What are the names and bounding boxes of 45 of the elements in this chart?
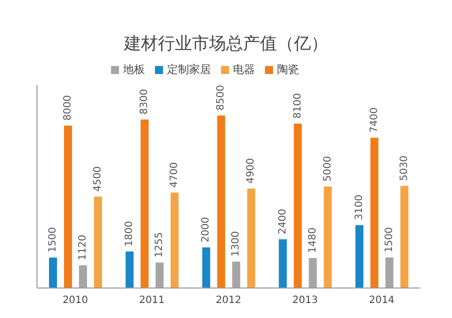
- legend-label: 地板: [123, 63, 145, 76]
- bar: [170, 192, 179, 288]
- bar: [324, 186, 332, 288]
- bar: [126, 251, 134, 288]
- data-label: 8000: [62, 95, 74, 121]
- bar: [140, 120, 149, 288]
- data-label: 1255: [154, 232, 166, 258]
- data-label: 7400: [368, 107, 380, 133]
- chart-title: 建材行业市场总产值（亿）: [122, 33, 329, 55]
- legend-label: 定制家居: [167, 63, 211, 76]
- data-label: 4500: [92, 166, 104, 192]
- bar: [64, 126, 72, 288]
- data-label: 1500: [48, 227, 58, 253]
- x-tick-label: 2011: [139, 295, 165, 306]
- bar: [202, 247, 210, 288]
- data-label: 2400: [277, 208, 288, 234]
- bar: [247, 188, 256, 288]
- legend-label: 陶瓷: [277, 63, 299, 76]
- bar: [294, 124, 302, 288]
- bar: [370, 138, 378, 288]
- x-tick-label: 2012: [216, 295, 242, 306]
- bar: [278, 239, 287, 288]
- data-label: 1300: [230, 231, 242, 257]
- bar: [217, 115, 226, 288]
- data-label: 5000: [322, 156, 334, 182]
- data-label: 5030: [398, 155, 410, 181]
- data-label: 1120: [78, 234, 88, 260]
- bar: [400, 186, 408, 288]
- bar: [355, 225, 364, 288]
- bar: [94, 196, 102, 288]
- data-label: 2000: [200, 216, 212, 242]
- data-label: 8500: [216, 84, 227, 110]
- data-label: 1500: [384, 227, 395, 253]
- data-label: 3100: [354, 194, 365, 220]
- data-label: 1480: [307, 228, 318, 253]
- data-label: 1800: [124, 221, 136, 246]
- x-tick-label: 2010: [62, 295, 88, 306]
- x-tick-label: 2014: [368, 295, 394, 306]
- legend-label: 电器: [233, 63, 255, 76]
- data-label: 8100: [292, 93, 304, 119]
- x-tick-label: 2013: [292, 295, 318, 306]
- bar: [49, 258, 57, 288]
- data-label: 4900: [246, 158, 257, 184]
- data-label: 4700: [169, 162, 180, 188]
- data-label: 8300: [139, 89, 150, 115]
